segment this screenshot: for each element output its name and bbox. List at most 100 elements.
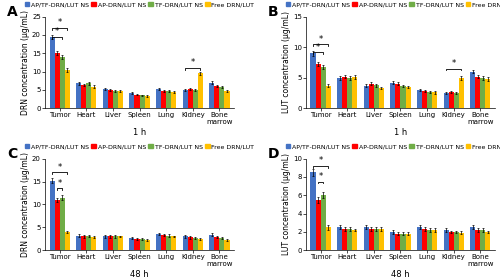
- Text: *: *: [316, 43, 320, 51]
- Y-axis label: LUT concentration (μg/mL): LUT concentration (μg/mL): [282, 153, 292, 255]
- Bar: [444, 93, 448, 108]
- Bar: [352, 230, 358, 250]
- Bar: [161, 91, 166, 108]
- Bar: [113, 237, 118, 250]
- Bar: [480, 78, 486, 108]
- Bar: [454, 93, 459, 108]
- Bar: [144, 96, 150, 108]
- Bar: [198, 239, 203, 250]
- Bar: [198, 73, 203, 108]
- Bar: [316, 200, 320, 250]
- X-axis label: 48 h: 48 h: [391, 270, 410, 278]
- Bar: [140, 239, 144, 250]
- Legend: AP/TF-DRN/LUT NS, AP-DRN/LUT NS, TF-DRN/LUT NS, Free DRN/LUT: AP/TF-DRN/LUT NS, AP-DRN/LUT NS, TF-DRN/…: [285, 1, 500, 8]
- Bar: [427, 230, 432, 250]
- Bar: [214, 237, 220, 250]
- Bar: [379, 229, 384, 250]
- Bar: [86, 83, 92, 108]
- Bar: [54, 53, 60, 108]
- Bar: [427, 92, 432, 108]
- Bar: [171, 92, 176, 108]
- Bar: [320, 67, 326, 108]
- Bar: [182, 90, 188, 108]
- Bar: [76, 235, 81, 250]
- Bar: [166, 91, 171, 108]
- Bar: [54, 200, 60, 250]
- Bar: [459, 233, 464, 250]
- Bar: [156, 89, 161, 108]
- Text: A: A: [7, 5, 18, 19]
- Bar: [86, 236, 92, 250]
- Bar: [210, 235, 214, 250]
- Legend: AP/TF-DRN/LUT NS, AP-DRN/LUT NS, TF-DRN/LUT NS, Free DRN/LUT: AP/TF-DRN/LUT NS, AP-DRN/LUT NS, TF-DRN/…: [24, 143, 255, 150]
- Y-axis label: DRN concentration (μg/mL): DRN concentration (μg/mL): [22, 152, 30, 257]
- Bar: [81, 85, 86, 108]
- Bar: [396, 234, 400, 250]
- Bar: [103, 237, 108, 250]
- Bar: [310, 172, 316, 250]
- Bar: [417, 90, 422, 108]
- Bar: [171, 237, 176, 250]
- Bar: [64, 70, 70, 108]
- Text: B: B: [268, 5, 278, 19]
- Bar: [390, 83, 396, 108]
- Bar: [379, 88, 384, 108]
- Bar: [134, 239, 140, 250]
- Bar: [161, 235, 166, 250]
- Bar: [422, 229, 427, 250]
- Bar: [470, 227, 476, 250]
- Legend: AP/TF-DRN/LUT NS, AP-DRN/LUT NS, TF-DRN/LUT NS, Free DRN/LUT: AP/TF-DRN/LUT NS, AP-DRN/LUT NS, TF-DRN/…: [24, 1, 255, 8]
- Bar: [118, 91, 123, 108]
- Bar: [60, 198, 64, 250]
- Bar: [326, 227, 330, 250]
- Bar: [486, 79, 490, 108]
- Bar: [347, 229, 352, 250]
- X-axis label: 1 h: 1 h: [133, 128, 146, 137]
- Text: *: *: [55, 27, 59, 36]
- Text: *: *: [318, 34, 322, 44]
- Bar: [406, 234, 410, 250]
- Bar: [347, 78, 352, 108]
- Bar: [118, 237, 123, 250]
- Bar: [310, 53, 316, 108]
- Bar: [432, 230, 437, 250]
- Bar: [342, 76, 347, 108]
- Bar: [342, 229, 347, 250]
- Bar: [103, 89, 108, 108]
- Bar: [337, 78, 342, 108]
- Bar: [337, 227, 342, 250]
- Bar: [459, 78, 464, 108]
- Bar: [50, 37, 54, 108]
- Bar: [60, 57, 64, 108]
- Text: *: *: [452, 59, 456, 68]
- Bar: [224, 240, 230, 250]
- Bar: [448, 232, 454, 250]
- X-axis label: 48 h: 48 h: [130, 270, 149, 278]
- Bar: [369, 229, 374, 250]
- Bar: [364, 227, 369, 250]
- Bar: [400, 234, 406, 250]
- Bar: [224, 91, 230, 108]
- Bar: [470, 72, 476, 108]
- Bar: [417, 227, 422, 250]
- Bar: [182, 237, 188, 250]
- Bar: [193, 238, 198, 250]
- Bar: [50, 181, 54, 250]
- Text: *: *: [58, 163, 62, 172]
- Bar: [374, 85, 379, 108]
- Bar: [134, 95, 140, 108]
- Bar: [92, 87, 96, 108]
- Bar: [166, 235, 171, 250]
- Bar: [76, 83, 81, 108]
- Bar: [448, 92, 454, 108]
- Bar: [396, 84, 400, 108]
- Bar: [140, 95, 144, 108]
- Bar: [320, 195, 326, 250]
- Bar: [188, 237, 193, 250]
- Bar: [406, 87, 410, 108]
- Bar: [108, 237, 113, 250]
- Bar: [316, 64, 320, 108]
- Bar: [476, 76, 480, 108]
- Bar: [369, 84, 374, 108]
- Bar: [422, 91, 427, 108]
